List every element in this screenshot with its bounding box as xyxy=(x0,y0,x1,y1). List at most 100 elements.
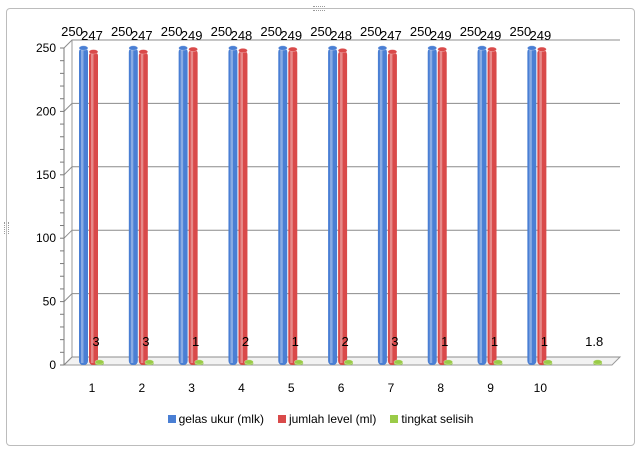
bar-2-7 xyxy=(393,359,404,365)
data-label: 1 xyxy=(541,334,548,349)
bar-0-4 xyxy=(228,45,238,365)
bar-1-9 xyxy=(487,46,497,365)
x-tick-label: 7 xyxy=(388,381,395,395)
legend: gelas ukur (mlk) jumlah level (ml) tingkat… xyxy=(0,412,641,426)
data-label: 1.8 xyxy=(585,334,603,349)
data-label: 249 xyxy=(430,28,452,43)
gridline xyxy=(63,102,620,112)
legend-label: jumlah level (ml) xyxy=(288,412,377,426)
resize-handle-top[interactable] xyxy=(313,6,325,11)
bar-2-8 xyxy=(443,359,454,365)
data-label: 250 xyxy=(460,24,482,39)
data-label: 250 xyxy=(260,24,282,39)
y-tick-label: 50 xyxy=(43,295,57,309)
resize-handle-left[interactable] xyxy=(4,222,9,234)
legend-label: tingkat selisih xyxy=(401,412,474,426)
data-label: 250 xyxy=(111,24,133,39)
bar-2-2 xyxy=(144,359,155,365)
legend-label: gelas ukur (mlk) xyxy=(178,412,264,426)
bar-0-10 xyxy=(527,45,537,365)
bar-0-5 xyxy=(277,45,288,365)
gridline xyxy=(63,356,620,366)
legend-item: tingkat selisih xyxy=(390,412,473,426)
legend-swatch xyxy=(277,415,286,423)
axes: 0 50 100 150 200 250 1 2 3 4 5 6 7 8 9 10 xyxy=(36,41,547,395)
y-tick-label: 250 xyxy=(36,41,56,55)
data-label: 1 xyxy=(441,334,448,349)
data-label: 3 xyxy=(92,334,99,349)
x-tick-label: 1 xyxy=(89,381,96,395)
bar-1-10 xyxy=(537,46,547,365)
bar-0-1 xyxy=(78,45,89,365)
bar-1-4 xyxy=(238,48,248,365)
x-tick-label: 5 xyxy=(288,381,295,395)
legend-item: gelas ukur (mlk) xyxy=(167,412,264,426)
data-label: 250 xyxy=(310,24,332,39)
y-tick-label: 100 xyxy=(36,231,56,245)
gridline xyxy=(63,166,620,176)
data-label: 250 xyxy=(510,24,532,39)
data-label: 248 xyxy=(330,28,352,43)
data-label: 249 xyxy=(530,28,552,43)
x-tick-label: 3 xyxy=(188,381,195,395)
data-label: 247 xyxy=(131,28,153,43)
bar-0-6 xyxy=(327,45,338,365)
bar-0-8 xyxy=(427,45,438,365)
bar-1-2 xyxy=(138,49,149,365)
data-label: 3 xyxy=(142,334,149,349)
x-tick-label: 9 xyxy=(487,381,494,395)
y-tick-label: 200 xyxy=(36,104,56,118)
x-tick-label: 10 xyxy=(534,381,548,395)
bar-0-2 xyxy=(128,45,139,365)
bar-1-1 xyxy=(88,49,99,365)
data-label: 1 xyxy=(292,334,299,349)
data-label: 247 xyxy=(380,28,402,43)
data-label: 249 xyxy=(280,28,302,43)
data-label: 248 xyxy=(231,28,253,43)
x-tick-label: 2 xyxy=(138,381,145,395)
legend-item: jumlah level (ml) xyxy=(277,412,377,426)
data-label: 249 xyxy=(181,28,203,43)
bar-0-7 xyxy=(377,45,388,365)
bar-2-5 xyxy=(293,359,304,365)
bar-2-3 xyxy=(194,359,204,365)
bar-2-4 xyxy=(244,359,254,365)
data-label: 250 xyxy=(211,24,233,39)
bar-1-6 xyxy=(337,48,348,365)
data-label: 247 xyxy=(81,28,103,43)
data-label: 249 xyxy=(480,28,502,43)
legend-swatch xyxy=(167,415,176,423)
bar-2-x xyxy=(592,359,603,365)
gridline xyxy=(63,293,620,302)
data-label: 2 xyxy=(341,334,348,349)
bar-2-9 xyxy=(493,359,503,365)
data-label: 1 xyxy=(192,334,199,349)
data-label: 3 xyxy=(391,334,398,349)
y-tick-label: 0 xyxy=(49,358,56,372)
bar-1-3 xyxy=(188,46,198,365)
data-labels: 2502473250247325024912502482250249125024… xyxy=(61,24,603,349)
bar-1-8 xyxy=(437,46,448,365)
y-tick-label: 150 xyxy=(36,168,56,182)
legend-swatch xyxy=(390,415,399,423)
data-label: 250 xyxy=(161,24,183,39)
bar-1-7 xyxy=(387,49,398,365)
data-label: 250 xyxy=(360,24,382,39)
bar-2-6 xyxy=(343,359,354,365)
x-tick-label: 8 xyxy=(437,381,444,395)
x-tick-label: 4 xyxy=(238,381,245,395)
bar-0-9 xyxy=(477,45,487,365)
gridline xyxy=(63,229,620,239)
data-label: 250 xyxy=(61,24,83,39)
data-label: 2 xyxy=(242,334,249,349)
bar-2-1 xyxy=(94,359,105,365)
data-label: 1 xyxy=(491,334,498,349)
bars xyxy=(78,45,603,365)
data-label: 250 xyxy=(410,24,432,39)
x-tick-label: 6 xyxy=(338,381,345,395)
bar-1-5 xyxy=(287,46,298,365)
gridline xyxy=(63,39,620,49)
bar-2-10 xyxy=(543,359,553,365)
bar-0-3 xyxy=(178,45,188,365)
